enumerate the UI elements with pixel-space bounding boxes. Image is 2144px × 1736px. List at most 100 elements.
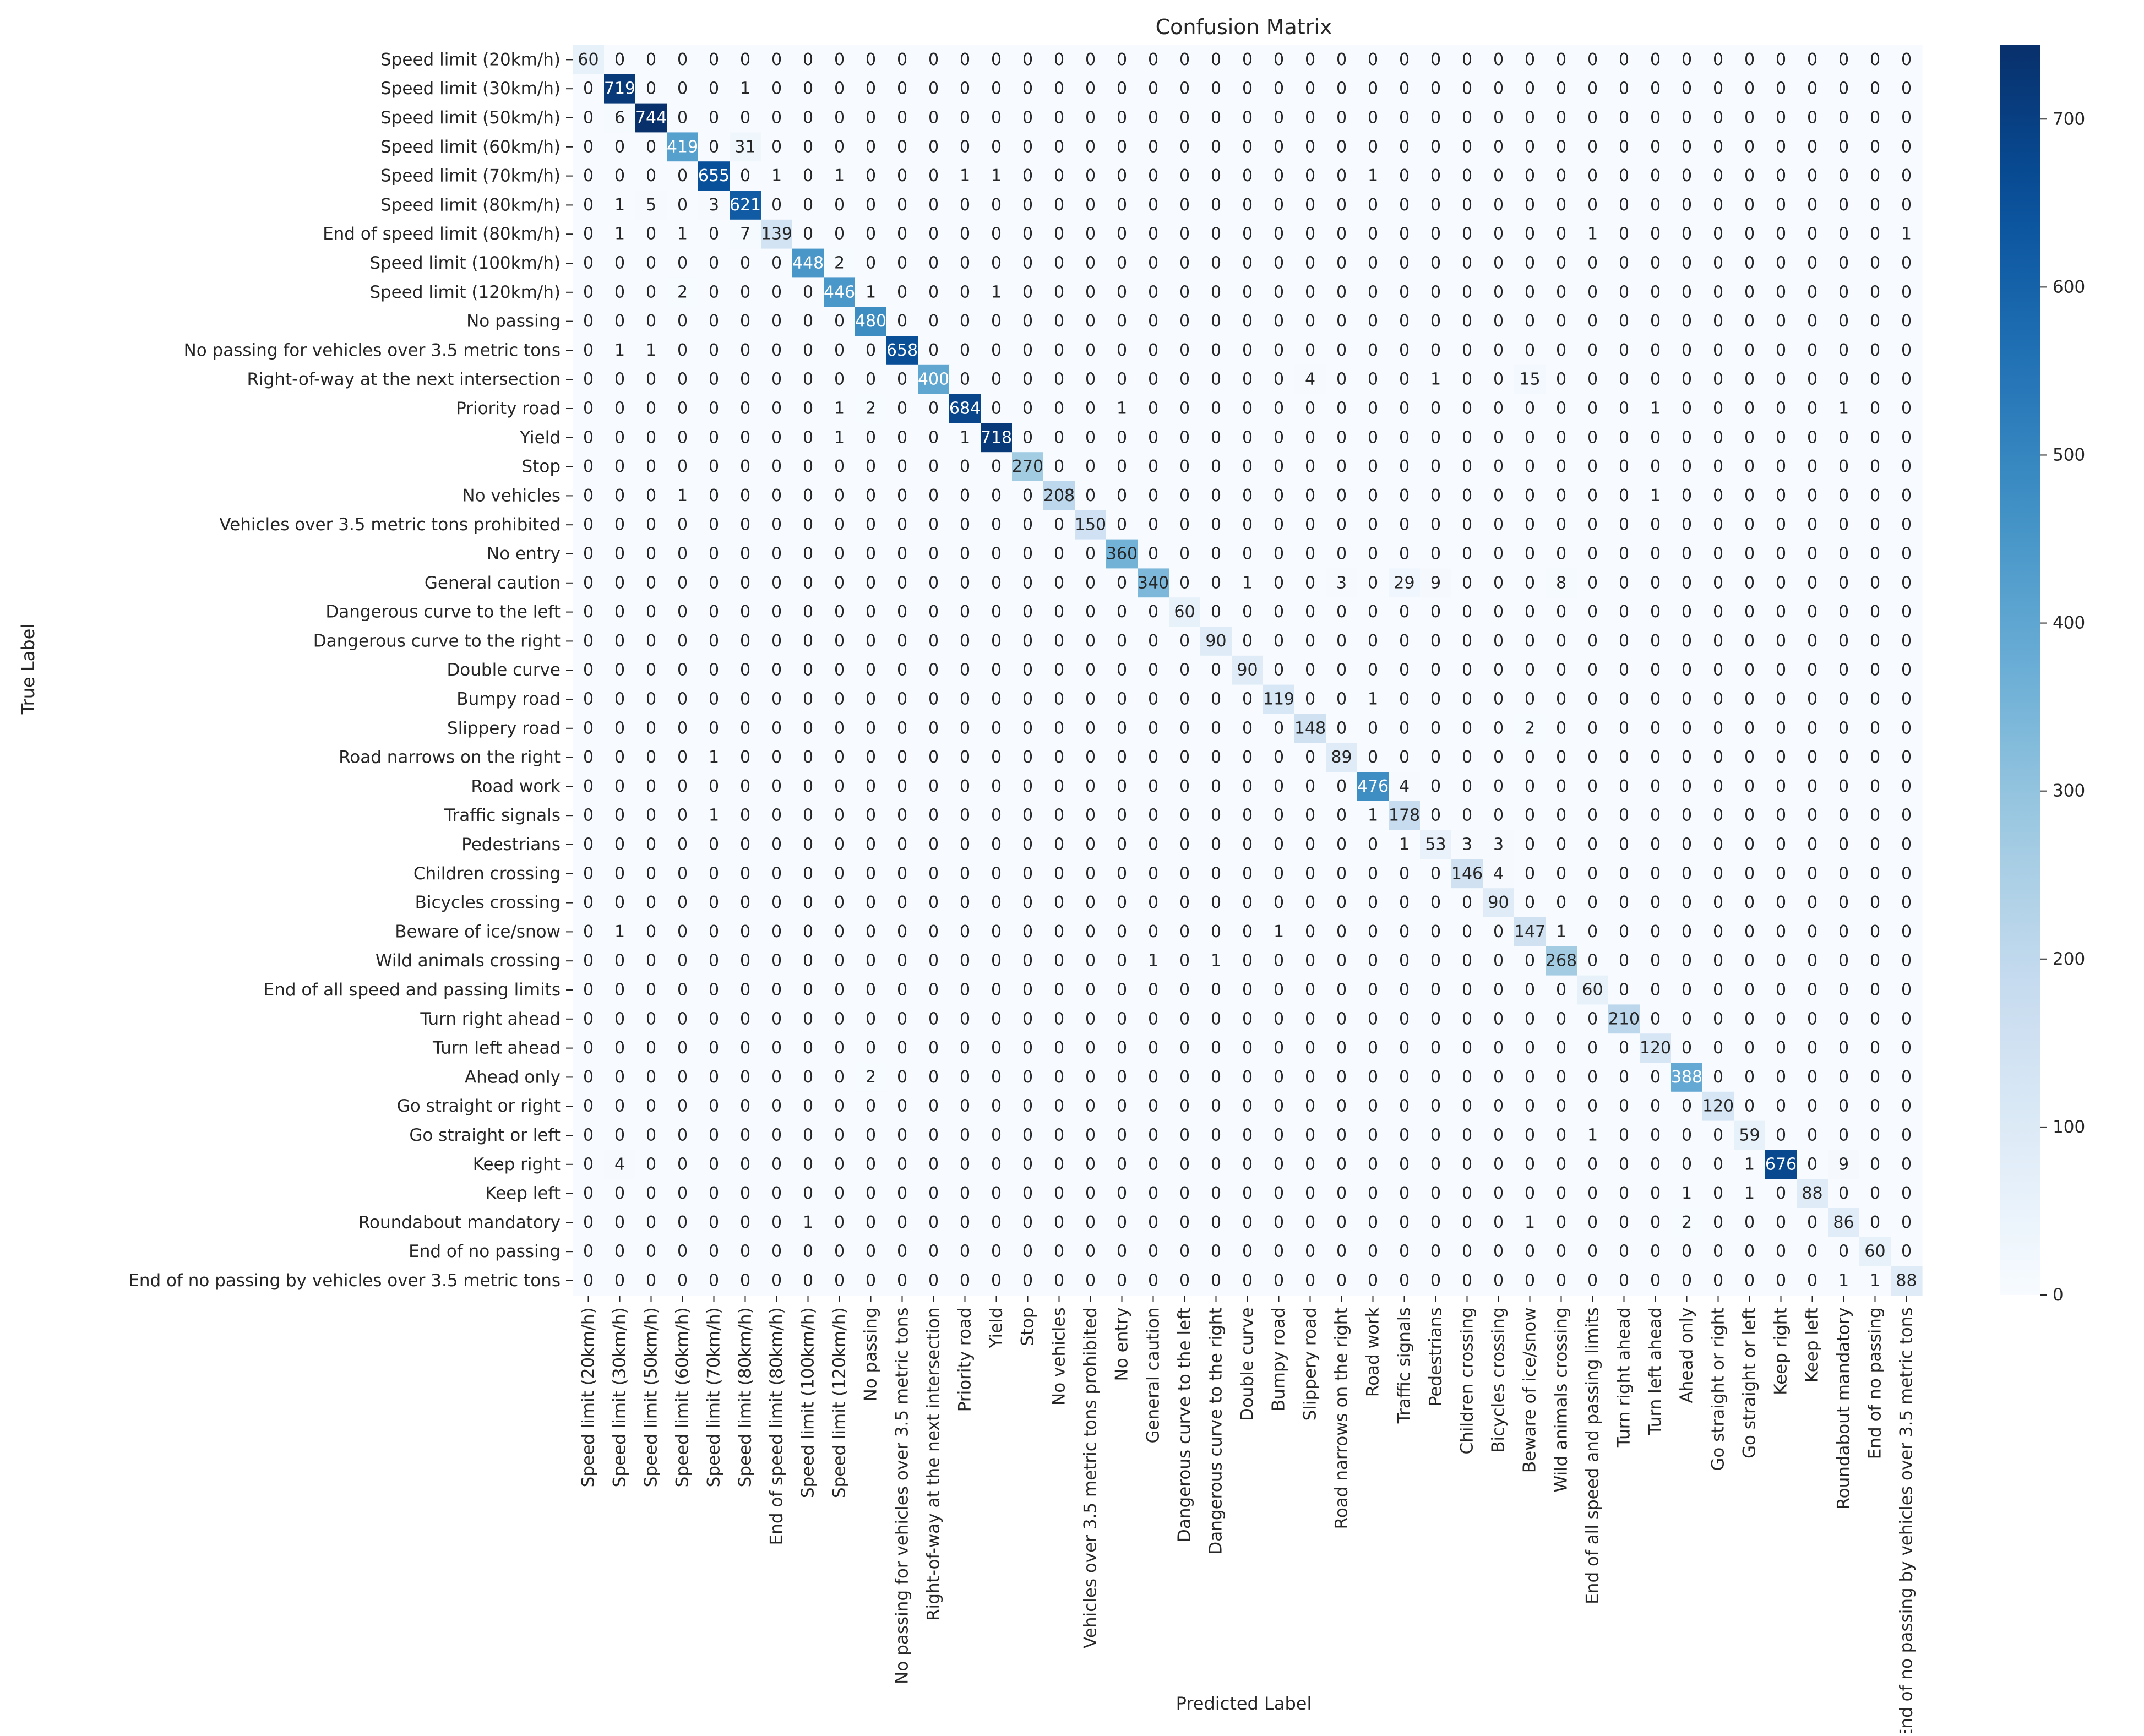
heatmap-cell	[949, 45, 981, 75]
cell-value: 0	[1148, 661, 1158, 680]
heatmap-cell	[855, 307, 887, 336]
cell-value: 0	[1650, 922, 1661, 942]
cell-value: 0	[1556, 137, 1566, 156]
cell-value: 0	[1336, 1038, 1347, 1058]
cell-value: 0	[740, 254, 750, 273]
cell-value: 0	[1525, 312, 1535, 331]
cell-value: 0	[709, 893, 719, 912]
cell-value: 0	[1368, 922, 1378, 942]
cell-value: 0	[1179, 254, 1190, 273]
heatmap-cell	[698, 219, 730, 249]
cell-value: 0	[1054, 341, 1064, 360]
cell-value: 0	[1022, 341, 1033, 360]
cell-value: 0	[1525, 341, 1535, 360]
cell-value: 0	[960, 225, 970, 244]
cell-value: 0	[1336, 893, 1347, 912]
heatmap-cell	[1012, 161, 1044, 191]
cell-value: 0	[1462, 515, 1472, 535]
cell-value: 0	[866, 1242, 876, 1261]
heatmap-cell	[1765, 248, 1797, 278]
cell-value: 0	[1368, 341, 1378, 360]
cell-value: 0	[1870, 632, 1880, 651]
cell-value: 0	[1587, 166, 1598, 186]
cell-value: 0	[1776, 1097, 1786, 1116]
cell-value: 0	[646, 981, 656, 1000]
heatmap-cell	[1294, 132, 1326, 162]
heatmap-cell	[1389, 364, 1421, 395]
cell-value: 0	[866, 254, 876, 273]
cell-value: 0	[709, 1097, 719, 1116]
cell-value: 0	[1744, 835, 1755, 855]
cell-value: 0	[1211, 457, 1221, 476]
cell-value: 0	[834, 1126, 845, 1145]
cell-value: 0	[614, 1009, 625, 1028]
cell-value: 0	[1305, 835, 1315, 855]
heatmap-cell	[824, 364, 856, 395]
cell-value: 0	[1525, 602, 1535, 622]
cell-value: 0	[1085, 195, 1096, 215]
heatmap-cell	[824, 423, 856, 453]
heatmap-cell	[698, 423, 730, 453]
cell-value: 0	[1493, 1271, 1504, 1291]
cell-value: 0	[1901, 835, 1912, 855]
x-tick-label: Speed limit (50km/h)	[641, 1307, 661, 1487]
heatmap-cell	[1357, 481, 1389, 511]
cell-value: 0	[771, 690, 782, 709]
heatmap-cell	[1357, 452, 1389, 482]
cell-value: 0	[1901, 690, 1912, 709]
heatmap-cell	[1263, 394, 1295, 423]
cell-value: 0	[1462, 777, 1472, 796]
cell-value: 0	[803, 312, 813, 331]
heatmap-cell	[1577, 423, 1609, 453]
cell-value: 0	[1619, 632, 1629, 651]
cell-value: 0	[1022, 254, 1033, 273]
y-tick-label: Speed limit (80km/h)	[380, 195, 561, 215]
cell-value: 0	[1556, 225, 1566, 244]
cell-value: 0	[1901, 428, 1912, 447]
cell-value: 0	[1022, 864, 1033, 883]
cell-value: 0	[1587, 370, 1598, 389]
cell-value: 0	[646, 254, 656, 273]
cell-value: 0	[1525, 1155, 1535, 1174]
cell-value: 0	[1870, 428, 1880, 447]
heatmap-cell	[949, 248, 981, 278]
heatmap-cell	[1357, 394, 1389, 423]
cell-value: 0	[1650, 1126, 1661, 1145]
heatmap-cell	[1859, 191, 1891, 220]
heatmap-cell	[667, 394, 699, 423]
cell-value: 0	[1242, 748, 1253, 767]
heatmap-cell	[1891, 277, 1923, 307]
cell-value: 0	[897, 690, 907, 709]
cell-value: 0	[834, 225, 845, 244]
cell-value: 0	[834, 981, 845, 1000]
heatmap-cell	[949, 481, 981, 511]
cell-value: 0	[834, 719, 845, 738]
cell-value: 0	[1368, 486, 1378, 505]
cell-value: 0	[991, 1155, 1002, 1174]
heatmap-cell	[1546, 45, 1577, 75]
cell-value: 0	[1493, 370, 1504, 389]
cell-value: 60	[1864, 1242, 1885, 1261]
cell-value: 0	[1274, 79, 1284, 99]
heatmap-cell	[1169, 248, 1201, 278]
y-tick-label: End of speed limit (80km/h)	[323, 224, 561, 244]
heatmap-cell	[1106, 394, 1138, 423]
cell-value: 0	[1305, 748, 1315, 767]
cell-value: 0	[614, 399, 625, 418]
cell-value: 0	[1587, 602, 1598, 622]
heatmap-cell	[635, 510, 667, 540]
cell-value: 0	[740, 1038, 750, 1058]
cell-value: 0	[1838, 1097, 1849, 1116]
y-tick-label: Speed limit (120km/h)	[369, 282, 561, 302]
cell-value: 0	[928, 225, 939, 244]
cell-value: 0	[1682, 893, 1692, 912]
cell-value: 0	[1430, 225, 1441, 244]
cell-value: 0	[1399, 981, 1410, 1000]
cell-value: 0	[803, 573, 813, 592]
cell-value: 0	[1776, 195, 1786, 215]
cell-value: 0	[1744, 748, 1755, 767]
cell-value: 0	[991, 864, 1002, 883]
cell-value: 1	[1399, 835, 1410, 855]
cell-value: 0	[1399, 864, 1410, 883]
cell-value: 0	[1838, 457, 1849, 476]
